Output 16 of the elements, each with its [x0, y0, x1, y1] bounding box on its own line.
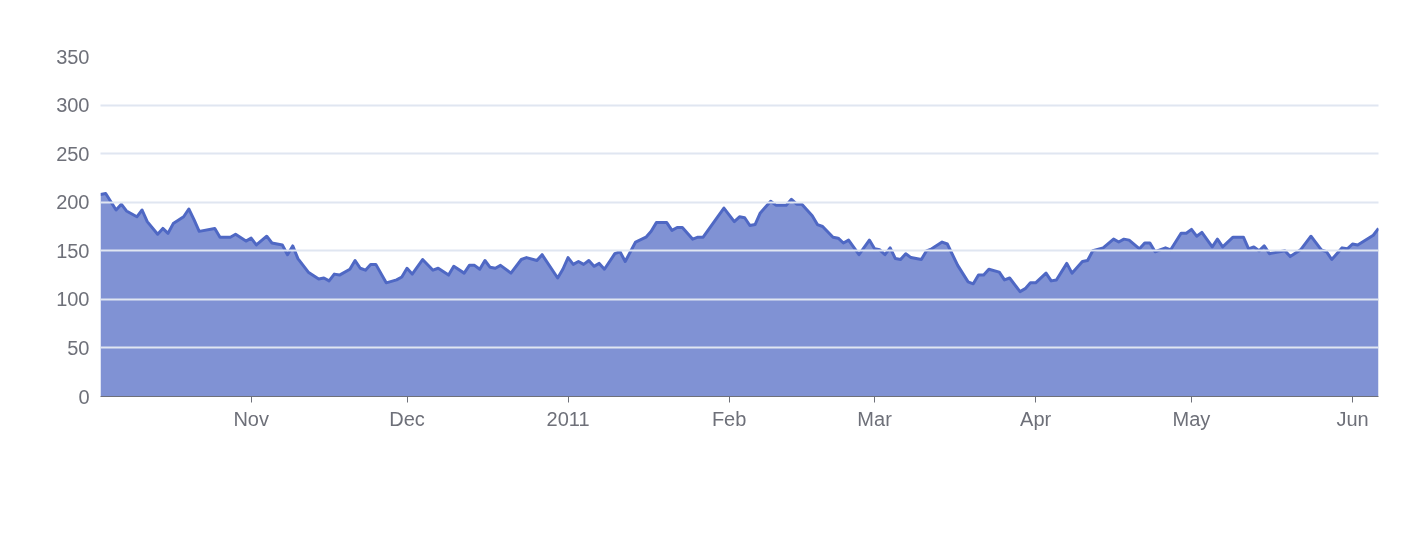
y-tick-label: 300: [56, 94, 90, 117]
x-tick-label: May: [1172, 407, 1211, 430]
y-tick-label: 150: [56, 239, 90, 262]
x-tick-label: Mar: [857, 407, 893, 430]
y-tick-label: 250: [56, 142, 90, 165]
x-tick-label: Apr: [1020, 407, 1052, 430]
y-tick-label: 200: [56, 191, 90, 214]
x-tick-label: 2011: [546, 407, 590, 430]
x-tick-label: Dec: [389, 407, 425, 430]
y-tick-label: 0: [78, 385, 90, 408]
x-tick-label: Nov: [233, 407, 269, 430]
y-tick-label: 50: [67, 336, 90, 359]
y-tick-label: 350: [56, 45, 90, 68]
x-tick-label: Jun: [1336, 407, 1369, 430]
x-tick-label: Feb: [711, 407, 747, 430]
y-tick-label: 100: [56, 288, 90, 311]
